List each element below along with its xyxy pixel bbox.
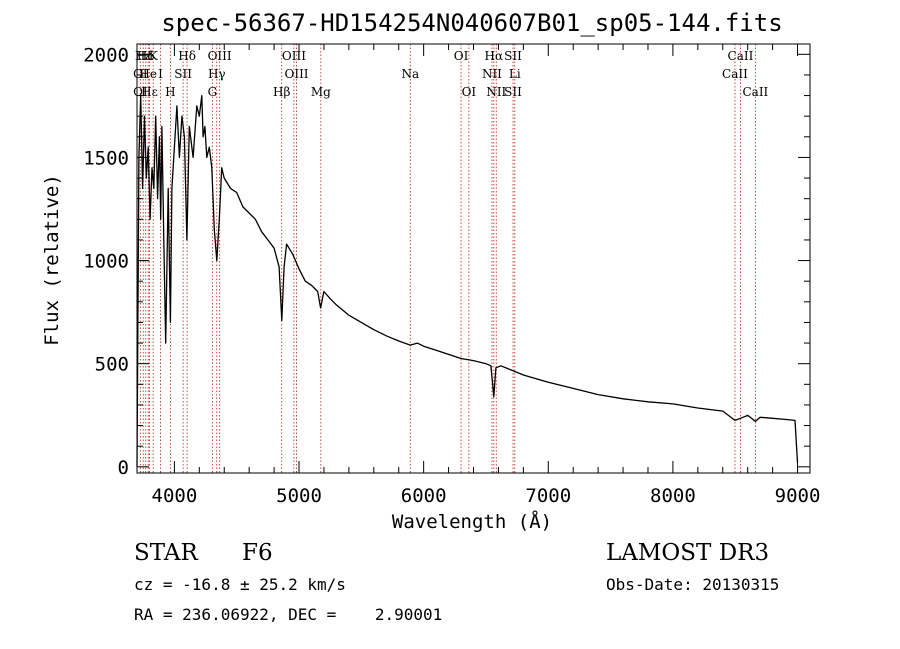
- spectral-line-label: SII: [504, 49, 522, 63]
- spectral-line-label: NII: [486, 85, 506, 99]
- spectral-line-label: Hγ: [208, 67, 226, 81]
- spectral-line-label: Hδ: [178, 49, 196, 63]
- x-tick-label: 9000: [775, 485, 821, 507]
- spectral-line-label: Hδ: [137, 49, 155, 63]
- spectral-line-label: SII: [174, 67, 192, 81]
- y-tick-label: 0: [118, 457, 129, 479]
- spectral-line-label: CaII: [728, 49, 754, 63]
- spectral-line-label: Hα: [485, 49, 504, 63]
- spectral-line-markers: [139, 44, 756, 473]
- spectrum-series-line: [136, 94, 799, 467]
- plot-frame: [136, 43, 811, 474]
- x-tick-label: 7000: [525, 485, 571, 507]
- redshift-readout: cz = -16.8 ± 25.2 km/s: [134, 575, 346, 594]
- coordinates-readout: RA = 236.06922, DEC = 2.90001: [134, 605, 442, 624]
- spectral-line-label: K: [149, 49, 159, 63]
- chart-title: spec-56367-HD154254N040607B01_sp05-144.f…: [161, 9, 782, 37]
- spectral-line-label: He: [139, 67, 157, 81]
- y-tick-label: 1500: [83, 147, 129, 169]
- spectral-line-label: Mg: [311, 85, 331, 99]
- spectral-class: F6: [242, 540, 273, 566]
- spectral-line-label: CaII: [742, 85, 768, 99]
- spectral-line-label: Li: [509, 67, 521, 81]
- x-axis-ticks: 4000 5000 6000 7000 8000 9000: [152, 44, 821, 507]
- spectral-line-label: CaII: [722, 67, 748, 81]
- x-tick-label: 5000: [276, 485, 322, 507]
- y-tick-label: 500: [95, 354, 129, 376]
- survey-name: LAMOST DR3: [606, 540, 769, 566]
- obs-date: Obs-Date: 20130315: [606, 575, 779, 594]
- x-tick-label: 6000: [401, 485, 447, 507]
- spectral-line-label: G: [208, 85, 218, 99]
- x-tick-label: 8000: [650, 485, 696, 507]
- spectral-line-label: Hε: [141, 85, 158, 99]
- x-axis-label: Wavelength (Å): [392, 510, 552, 533]
- spectral-line-label: OIII: [282, 49, 306, 63]
- spectral-line-label: OI: [454, 49, 469, 63]
- y-axis-ticks: 0 500 1000 1500 2000: [83, 44, 810, 479]
- spectral-line-label: I: [158, 67, 163, 81]
- x-tick-label: 4000: [152, 485, 198, 507]
- spectral-line-label: OI: [462, 85, 477, 99]
- object-type: STAR: [134, 540, 198, 566]
- spectral-line-label: H: [165, 85, 175, 99]
- spectral-line-label: SII: [504, 85, 522, 99]
- y-tick-label: 2000: [83, 44, 129, 66]
- y-axis-label: Flux (relative): [41, 174, 63, 346]
- spectral-line-label: OIII: [208, 49, 232, 63]
- spectral-line-label: OIII: [284, 67, 308, 81]
- spectral-line-label: Hβ: [273, 85, 290, 99]
- spectral-line-label: Na: [401, 67, 419, 81]
- spectral-line-label: NII: [482, 67, 502, 81]
- spectral-line-label: Hε: [135, 49, 152, 63]
- y-tick-label: 1000: [83, 251, 129, 273]
